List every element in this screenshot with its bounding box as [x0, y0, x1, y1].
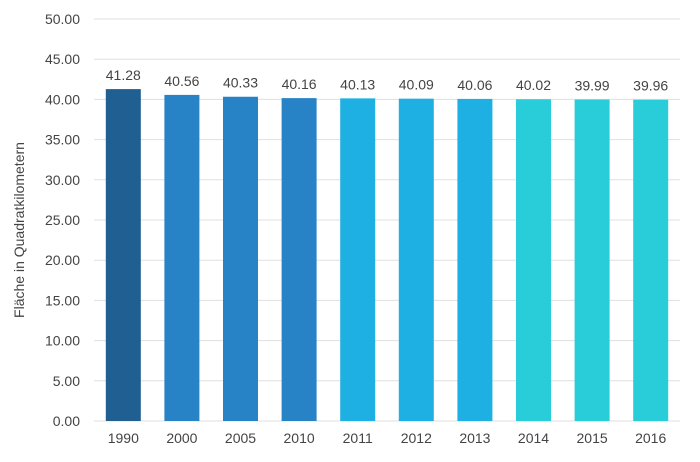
y-tick-label: 10.00: [45, 333, 80, 349]
bar-2015: [574, 99, 610, 421]
y-tick-label: 25.00: [45, 212, 80, 228]
data-label-1990: 41.28: [106, 67, 141, 83]
x-tick-label: 2005: [225, 430, 256, 446]
y-tick-label: 0.00: [53, 413, 80, 429]
x-tick-label: 2012: [401, 430, 432, 446]
bar-1990: [105, 89, 141, 422]
data-label-2010: 40.16: [282, 76, 317, 92]
x-tick-label: 2011: [343, 430, 373, 446]
x-tick-label: 2000: [166, 430, 197, 446]
data-label-2016: 39.96: [633, 78, 668, 94]
y-tick-label: 5.00: [53, 373, 80, 389]
y-tick-label: 40.00: [45, 91, 80, 107]
y-tick-label: 45.00: [45, 51, 80, 67]
bar-2010: [281, 98, 317, 422]
data-label-2013: 40.06: [457, 77, 492, 93]
x-tick-label: 2013: [459, 430, 490, 446]
data-label-2005: 40.33: [223, 75, 258, 91]
data-label-2015: 39.99: [575, 77, 610, 93]
bar-2016: [633, 99, 669, 421]
data-label-2000: 40.56: [164, 73, 199, 89]
x-tick-label: 2010: [284, 430, 315, 446]
bar-2013: [457, 98, 493, 421]
bar-2014: [516, 99, 551, 421]
x-tick-label: 2016: [635, 430, 666, 446]
y-tick-label: 30.00: [45, 172, 80, 188]
y-axis-label: Fläche in Quadratkilometern: [11, 142, 27, 318]
bars: [105, 89, 669, 422]
y-tick-label: 35.00: [45, 132, 80, 148]
y-tick-label: 50.00: [45, 11, 80, 27]
x-tick-label: 1990: [108, 430, 139, 446]
data-label-2011: 40.13: [340, 76, 375, 92]
y-tick-label: 15.00: [45, 292, 80, 308]
data-labels: 41.28 40.56 40.33 40.16 40.13 40.09 40.06 40.02…: [106, 67, 669, 94]
y-tick-label: 20.00: [45, 252, 80, 268]
bar-2011: [340, 98, 376, 421]
data-label-2012: 40.09: [399, 77, 434, 93]
x-axis-ticks: 1990 2000 2005 2010 2011 2012 2013 2014 2015 2016: [108, 430, 667, 446]
x-tick-label: 2015: [577, 430, 608, 446]
bar-2005: [223, 96, 258, 422]
bar-2012: [398, 98, 434, 422]
bar-2000: [164, 94, 200, 422]
y-axis-ticks: 0.00 5.00 10.00 15.00 20.00 25.00 30.00 35.00 40…: [45, 11, 80, 429]
data-label-2014: 40.02: [516, 77, 551, 93]
x-tick-label: 2014: [518, 430, 549, 446]
